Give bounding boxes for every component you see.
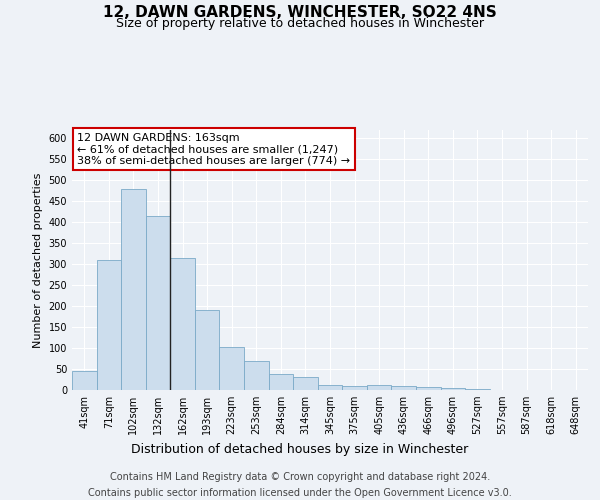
Bar	[465, 388, 490, 390]
Bar	[416, 388, 440, 390]
Y-axis label: Number of detached properties: Number of detached properties	[33, 172, 43, 348]
Bar	[146, 216, 170, 390]
Text: Contains public sector information licensed under the Open Government Licence v3: Contains public sector information licen…	[88, 488, 512, 498]
Bar	[367, 384, 391, 390]
Bar	[244, 362, 269, 390]
Text: Size of property relative to detached houses in Winchester: Size of property relative to detached ho…	[116, 18, 484, 30]
Text: 12 DAWN GARDENS: 163sqm
← 61% of detached houses are smaller (1,247)
38% of semi: 12 DAWN GARDENS: 163sqm ← 61% of detache…	[77, 132, 350, 166]
Bar	[195, 310, 220, 390]
Text: 12, DAWN GARDENS, WINCHESTER, SO22 4NS: 12, DAWN GARDENS, WINCHESTER, SO22 4NS	[103, 5, 497, 20]
Bar	[220, 347, 244, 390]
Bar	[170, 258, 195, 390]
Bar	[318, 384, 342, 390]
Bar	[97, 260, 121, 390]
Text: Contains HM Land Registry data © Crown copyright and database right 2024.: Contains HM Land Registry data © Crown c…	[110, 472, 490, 482]
Bar	[293, 378, 318, 390]
Text: Distribution of detached houses by size in Winchester: Distribution of detached houses by size …	[131, 442, 469, 456]
Bar	[440, 388, 465, 390]
Bar	[342, 386, 367, 390]
Bar	[121, 188, 146, 390]
Bar	[391, 386, 416, 390]
Bar	[269, 374, 293, 390]
Bar	[72, 371, 97, 390]
